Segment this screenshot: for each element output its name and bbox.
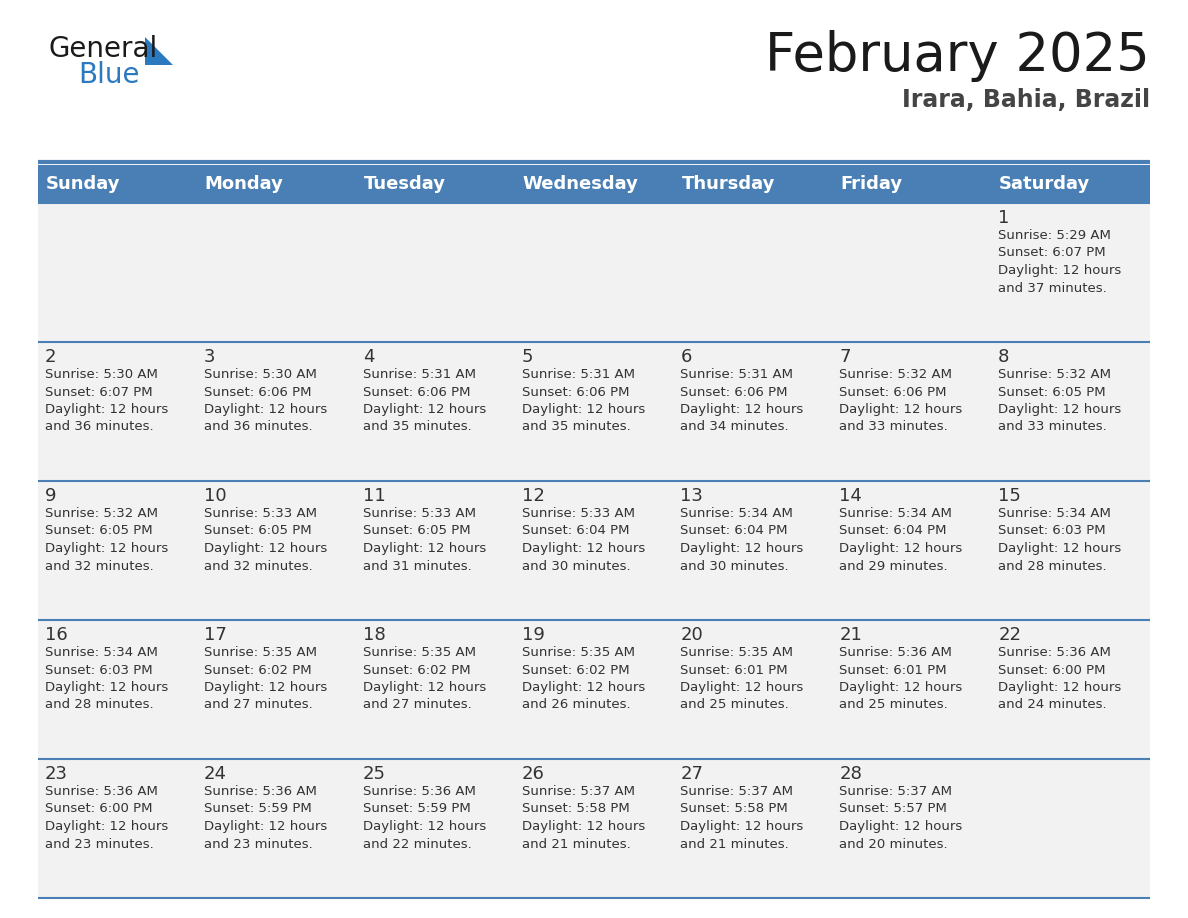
Text: Wednesday: Wednesday — [523, 175, 638, 193]
Text: Sunrise: 5:32 AM
Sunset: 6:05 PM
Daylight: 12 hours
and 32 minutes.: Sunrise: 5:32 AM Sunset: 6:05 PM Dayligh… — [45, 507, 169, 573]
Text: Blue: Blue — [78, 61, 139, 89]
Text: Sunrise: 5:35 AM
Sunset: 6:02 PM
Daylight: 12 hours
and 27 minutes.: Sunrise: 5:35 AM Sunset: 6:02 PM Dayligh… — [362, 646, 486, 711]
Text: 16: 16 — [45, 626, 68, 644]
Text: 3: 3 — [204, 348, 215, 366]
Text: 25: 25 — [362, 765, 386, 783]
Text: 22: 22 — [998, 626, 1022, 644]
Text: Sunrise: 5:31 AM
Sunset: 6:06 PM
Daylight: 12 hours
and 35 minutes.: Sunrise: 5:31 AM Sunset: 6:06 PM Dayligh… — [362, 368, 486, 433]
Bar — [197, 165, 355, 203]
Text: Sunrise: 5:36 AM
Sunset: 6:01 PM
Daylight: 12 hours
and 25 minutes.: Sunrise: 5:36 AM Sunset: 6:01 PM Dayligh… — [839, 646, 962, 711]
Text: 26: 26 — [522, 765, 544, 783]
Bar — [38, 203, 1150, 342]
Text: Sunrise: 5:37 AM
Sunset: 5:58 PM
Daylight: 12 hours
and 21 minutes.: Sunrise: 5:37 AM Sunset: 5:58 PM Dayligh… — [522, 785, 645, 850]
Text: Tuesday: Tuesday — [364, 175, 446, 193]
Text: 9: 9 — [45, 487, 57, 505]
Text: February 2025: February 2025 — [765, 30, 1150, 82]
Text: General: General — [48, 35, 157, 63]
Bar — [355, 165, 514, 203]
Text: 11: 11 — [362, 487, 385, 505]
Text: Sunrise: 5:36 AM
Sunset: 6:00 PM
Daylight: 12 hours
and 23 minutes.: Sunrise: 5:36 AM Sunset: 6:00 PM Dayligh… — [45, 785, 169, 850]
Text: 6: 6 — [681, 348, 691, 366]
Text: Sunrise: 5:31 AM
Sunset: 6:06 PM
Daylight: 12 hours
and 35 minutes.: Sunrise: 5:31 AM Sunset: 6:06 PM Dayligh… — [522, 368, 645, 433]
Text: Friday: Friday — [840, 175, 903, 193]
Bar — [38, 342, 1150, 481]
Text: Sunrise: 5:31 AM
Sunset: 6:06 PM
Daylight: 12 hours
and 34 minutes.: Sunrise: 5:31 AM Sunset: 6:06 PM Dayligh… — [681, 368, 803, 433]
Text: Sunrise: 5:33 AM
Sunset: 6:05 PM
Daylight: 12 hours
and 32 minutes.: Sunrise: 5:33 AM Sunset: 6:05 PM Dayligh… — [204, 507, 327, 573]
Text: 4: 4 — [362, 348, 374, 366]
Text: Sunrise: 5:33 AM
Sunset: 6:04 PM
Daylight: 12 hours
and 30 minutes.: Sunrise: 5:33 AM Sunset: 6:04 PM Dayligh… — [522, 507, 645, 573]
Text: Monday: Monday — [204, 175, 284, 193]
Text: 8: 8 — [998, 348, 1010, 366]
Bar — [38, 620, 1150, 759]
Text: Sunrise: 5:29 AM
Sunset: 6:07 PM
Daylight: 12 hours
and 37 minutes.: Sunrise: 5:29 AM Sunset: 6:07 PM Dayligh… — [998, 229, 1121, 295]
Text: Sunrise: 5:36 AM
Sunset: 6:00 PM
Daylight: 12 hours
and 24 minutes.: Sunrise: 5:36 AM Sunset: 6:00 PM Dayligh… — [998, 646, 1121, 711]
Text: 10: 10 — [204, 487, 227, 505]
Text: 27: 27 — [681, 765, 703, 783]
Bar — [514, 165, 674, 203]
Text: 2: 2 — [45, 348, 57, 366]
Text: 19: 19 — [522, 626, 544, 644]
Text: 13: 13 — [681, 487, 703, 505]
Text: 24: 24 — [204, 765, 227, 783]
Text: 18: 18 — [362, 626, 385, 644]
Text: Saturday: Saturday — [999, 175, 1091, 193]
Text: Sunrise: 5:37 AM
Sunset: 5:57 PM
Daylight: 12 hours
and 20 minutes.: Sunrise: 5:37 AM Sunset: 5:57 PM Dayligh… — [839, 785, 962, 850]
Text: Sunrise: 5:36 AM
Sunset: 5:59 PM
Daylight: 12 hours
and 23 minutes.: Sunrise: 5:36 AM Sunset: 5:59 PM Dayligh… — [204, 785, 327, 850]
Text: Sunrise: 5:35 AM
Sunset: 6:02 PM
Daylight: 12 hours
and 26 minutes.: Sunrise: 5:35 AM Sunset: 6:02 PM Dayligh… — [522, 646, 645, 711]
Text: 20: 20 — [681, 626, 703, 644]
Text: 15: 15 — [998, 487, 1020, 505]
Text: Sunrise: 5:35 AM
Sunset: 6:01 PM
Daylight: 12 hours
and 25 minutes.: Sunrise: 5:35 AM Sunset: 6:01 PM Dayligh… — [681, 646, 803, 711]
Text: Sunrise: 5:30 AM
Sunset: 6:07 PM
Daylight: 12 hours
and 36 minutes.: Sunrise: 5:30 AM Sunset: 6:07 PM Dayligh… — [45, 368, 169, 433]
Text: Sunrise: 5:35 AM
Sunset: 6:02 PM
Daylight: 12 hours
and 27 minutes.: Sunrise: 5:35 AM Sunset: 6:02 PM Dayligh… — [204, 646, 327, 711]
Bar — [991, 165, 1150, 203]
Bar — [674, 165, 833, 203]
Text: Sunrise: 5:32 AM
Sunset: 6:05 PM
Daylight: 12 hours
and 33 minutes.: Sunrise: 5:32 AM Sunset: 6:05 PM Dayligh… — [998, 368, 1121, 433]
Text: 14: 14 — [839, 487, 862, 505]
Text: Thursday: Thursday — [682, 175, 775, 193]
Text: 17: 17 — [204, 626, 227, 644]
Text: 28: 28 — [839, 765, 862, 783]
Text: 12: 12 — [522, 487, 544, 505]
Text: Sunrise: 5:33 AM
Sunset: 6:05 PM
Daylight: 12 hours
and 31 minutes.: Sunrise: 5:33 AM Sunset: 6:05 PM Dayligh… — [362, 507, 486, 573]
Text: Sunrise: 5:32 AM
Sunset: 6:06 PM
Daylight: 12 hours
and 33 minutes.: Sunrise: 5:32 AM Sunset: 6:06 PM Dayligh… — [839, 368, 962, 433]
Text: Sunrise: 5:36 AM
Sunset: 5:59 PM
Daylight: 12 hours
and 22 minutes.: Sunrise: 5:36 AM Sunset: 5:59 PM Dayligh… — [362, 785, 486, 850]
Text: Irara, Bahia, Brazil: Irara, Bahia, Brazil — [902, 88, 1150, 112]
Bar — [38, 759, 1150, 898]
Text: Sunrise: 5:34 AM
Sunset: 6:04 PM
Daylight: 12 hours
and 29 minutes.: Sunrise: 5:34 AM Sunset: 6:04 PM Dayligh… — [839, 507, 962, 573]
Text: 1: 1 — [998, 209, 1010, 227]
Bar — [38, 165, 197, 203]
Text: 23: 23 — [45, 765, 68, 783]
Text: Sunrise: 5:34 AM
Sunset: 6:03 PM
Daylight: 12 hours
and 28 minutes.: Sunrise: 5:34 AM Sunset: 6:03 PM Dayligh… — [998, 507, 1121, 573]
Polygon shape — [145, 37, 173, 65]
Text: Sunrise: 5:30 AM
Sunset: 6:06 PM
Daylight: 12 hours
and 36 minutes.: Sunrise: 5:30 AM Sunset: 6:06 PM Dayligh… — [204, 368, 327, 433]
Text: 5: 5 — [522, 348, 533, 366]
Bar — [38, 481, 1150, 620]
Text: Sunrise: 5:37 AM
Sunset: 5:58 PM
Daylight: 12 hours
and 21 minutes.: Sunrise: 5:37 AM Sunset: 5:58 PM Dayligh… — [681, 785, 803, 850]
Text: Sunday: Sunday — [46, 175, 120, 193]
Text: Sunrise: 5:34 AM
Sunset: 6:04 PM
Daylight: 12 hours
and 30 minutes.: Sunrise: 5:34 AM Sunset: 6:04 PM Dayligh… — [681, 507, 803, 573]
Text: 21: 21 — [839, 626, 862, 644]
Bar — [833, 165, 991, 203]
Text: Sunrise: 5:34 AM
Sunset: 6:03 PM
Daylight: 12 hours
and 28 minutes.: Sunrise: 5:34 AM Sunset: 6:03 PM Dayligh… — [45, 646, 169, 711]
Text: 7: 7 — [839, 348, 851, 366]
